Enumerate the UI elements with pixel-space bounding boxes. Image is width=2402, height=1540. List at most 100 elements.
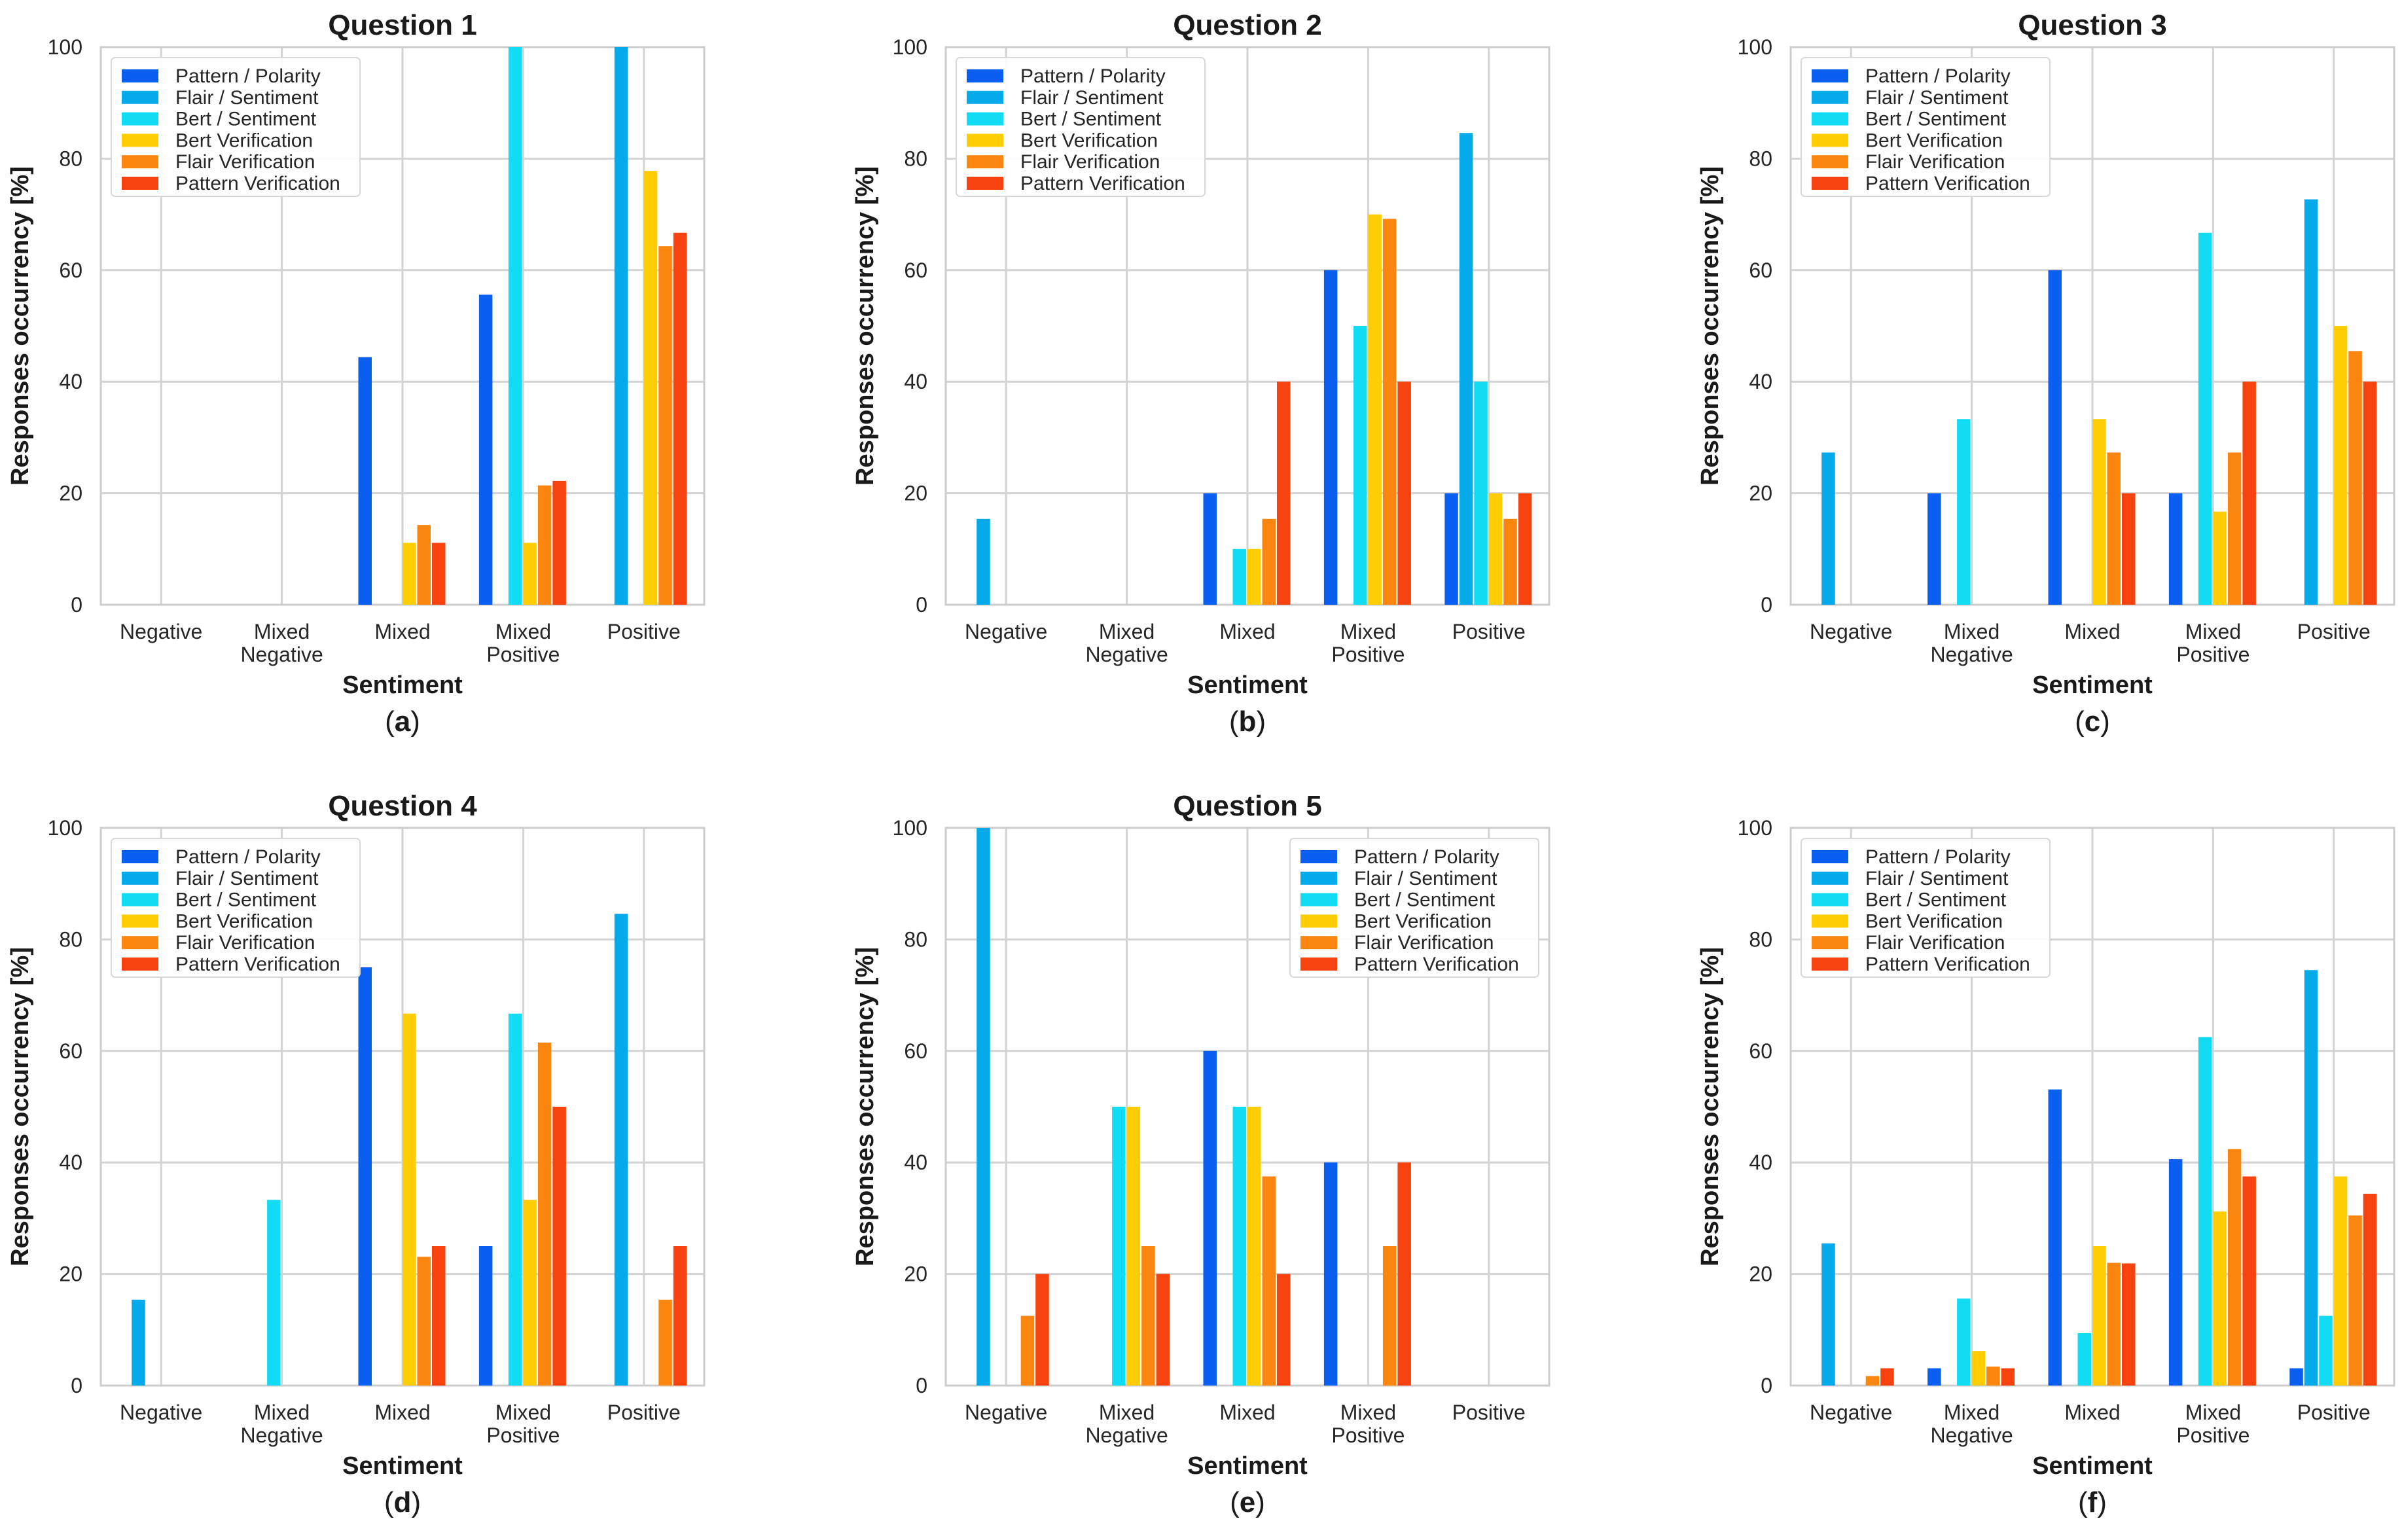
bar-pattern-polarity [478,295,493,605]
bar-bert-sentiment [1474,382,1488,605]
y-tick-label: 20 [904,1262,927,1286]
x-tick-label: Mixed Positive [2176,1401,2250,1447]
bar-flair-sentiment [2304,199,2318,605]
bar-bert-verification [1368,214,1382,605]
y-tick-label: 0 [916,593,927,617]
legend-label: Flair / Sentiment [1020,87,1164,109]
bar-bert-verification [2333,326,2348,605]
bar-pattern-polarity [1203,493,1217,605]
bar-pattern-verification [2363,382,2377,605]
legend-swatch [967,69,1003,82]
bar-pattern-verification [552,480,566,605]
x-tick-label: Mixed Negative [1930,1401,2013,1447]
bar-pattern-verification [2122,1263,2136,1386]
y-tick-label: 40 [59,370,82,393]
bar-pattern-polarity [1323,1162,1338,1386]
legend-label: Flair / Sentiment [175,868,319,889]
panel-label: (a) [385,706,420,738]
y-tick-label: 60 [1749,259,1772,282]
x-tick-label: Mixed Negative [240,620,323,666]
bar-bert-sentiment [2198,232,2212,605]
legend-swatch [1300,958,1337,971]
y-axis-label: Responses occurrency [%] [7,947,34,1266]
bar-flair-verification [1986,1367,2000,1386]
y-tick-label: 0 [71,1374,82,1397]
bar-bert-sentiment [1232,1107,1246,1386]
legend-box [1289,838,1539,978]
legend-label: Flair Verification [1865,932,2005,954]
y-tick-label: 0 [1761,593,1772,617]
bar-bert-verification [1126,1107,1141,1386]
legend-swatch [122,936,158,950]
chart-panel-f: 0 20 40 60 80 100 Negative Mixed Negative Mixed Mi… [1696,816,2395,1518]
legend-label: Pattern Verification [175,173,340,194]
x-tick-label: Mixed [2064,620,2120,643]
x-tick-label: Positive [1452,1401,1526,1424]
legend-swatch [122,134,158,147]
y-tick-label: 100 [1738,35,1772,59]
bar-pattern-polarity [2048,270,2062,605]
x-tick-label: Mixed Negative [1930,620,2013,666]
bar-bert-verification [523,1200,537,1386]
y-tick-label: 0 [916,1374,927,1397]
panel-label: (f) [2078,1486,2107,1518]
bar-bert-verification [643,171,658,605]
legend-swatch [1812,850,1848,863]
bar-pattern-polarity [1323,270,1338,605]
legend-swatch [1812,958,1848,971]
bar-pattern-verification [673,1246,687,1386]
legend-label: Pattern / Polarity [1865,65,2011,87]
legend-label: Bert Verification [175,130,313,151]
y-tick-label: 40 [59,1151,82,1174]
bar-flair-verification [417,525,431,605]
legend-swatch [1812,936,1848,950]
legend-swatch [122,914,158,928]
legend-label: Bert Verification [175,910,313,932]
bar-bert-sentiment [267,1200,281,1386]
legend-label: Flair / Sentiment [1865,868,2009,889]
legend-swatch [1300,893,1337,906]
panel-label: (c) [2075,706,2110,738]
x-axis-label: Sentiment [1187,1452,1308,1480]
panel-label: (b) [1229,706,1266,738]
chart-panel-c: 0 20 40 60 80 100 Negative Mixed Negative Mixed Mi… [1696,9,2395,738]
y-tick-label: 80 [904,927,927,951]
bar-flair-verification [2107,452,2121,605]
bar-bert-verification [1247,548,1261,605]
legend-label: Bert / Sentiment [1020,109,1162,130]
legend-label: Pattern Verification [1865,954,2030,975]
y-tick-label: 0 [1761,1374,1772,1397]
legend-label: Pattern Verification [1865,173,2030,194]
legend-swatch [1812,871,1848,885]
x-tick-label: Positive [607,1401,681,1424]
legend-label: Pattern Verification [1354,954,1519,975]
bar-bert-sentiment [508,47,522,605]
legend-label: Flair Verification [1354,932,1494,954]
y-tick-label: 20 [1749,1262,1772,1286]
x-tick-label: Negative [1810,1401,1892,1424]
x-tick-label: Mixed Negative [1085,620,1168,666]
legend-label: Flair Verification [1020,151,1160,173]
bar-flair-verification [2348,351,2362,605]
bar-bert-sentiment [1353,326,1367,605]
y-axis-label: Responses occurrency [%] [851,166,879,486]
bar-pattern-polarity [2168,493,2183,605]
y-tick-label: 60 [904,1039,927,1063]
legend-label: Pattern Verification [1020,173,1185,194]
bar-flair-sentiment [1821,452,1835,605]
bar-bert-sentiment [2319,1316,2333,1386]
legend-swatch [122,90,158,104]
legend-box [1801,838,2051,978]
chart-panel-e: 0 20 40 60 80 100 Negative Mixed Negative Mixed Mi… [851,790,1551,1518]
chart-title: Question 3 [2018,9,2166,41]
legend-swatch [122,958,158,971]
bar-pattern-polarity [478,1246,493,1386]
y-tick-label: 80 [904,147,927,170]
panel-label: (e) [1230,1486,1265,1518]
y-tick-label: 60 [59,259,82,282]
y-tick-label: 40 [904,370,927,393]
